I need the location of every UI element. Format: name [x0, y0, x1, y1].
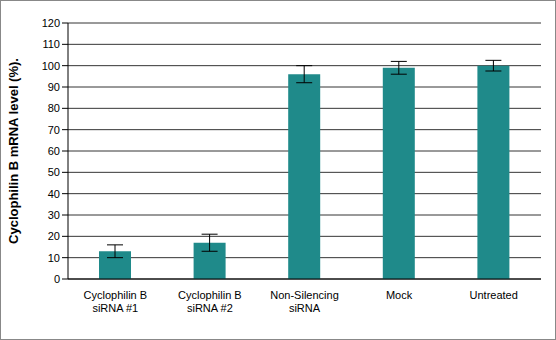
svg-text:120: 120	[42, 17, 60, 29]
svg-text:10: 10	[48, 252, 60, 264]
svg-text:0: 0	[54, 273, 60, 285]
svg-text:80: 80	[48, 102, 60, 114]
svg-text:40: 40	[48, 188, 60, 200]
svg-text:Cyclophilin B: Cyclophilin B	[84, 289, 148, 301]
svg-text:Mock: Mock	[386, 289, 413, 301]
svg-text:110: 110	[42, 38, 60, 50]
svg-text:20: 20	[48, 230, 60, 242]
svg-text:siRNA: siRNA	[289, 302, 321, 314]
svg-text:Non-Silencing: Non-Silencing	[270, 289, 338, 301]
svg-text:90: 90	[48, 81, 60, 93]
svg-text:100: 100	[42, 60, 60, 72]
svg-text:Cyclophilin B: Cyclophilin B	[178, 289, 242, 301]
svg-text:70: 70	[48, 124, 60, 136]
svg-text:30: 30	[48, 209, 60, 221]
svg-text:60: 60	[48, 145, 60, 157]
svg-text:siRNA #1: siRNA #1	[92, 302, 138, 314]
svg-text:50: 50	[48, 166, 60, 178]
svg-text:siRNA #2: siRNA #2	[187, 302, 233, 314]
svg-text:Untreated: Untreated	[470, 289, 518, 301]
svg-text:Cyclophilin B mRNA level (%).: Cyclophilin B mRNA level (%).	[8, 58, 21, 244]
